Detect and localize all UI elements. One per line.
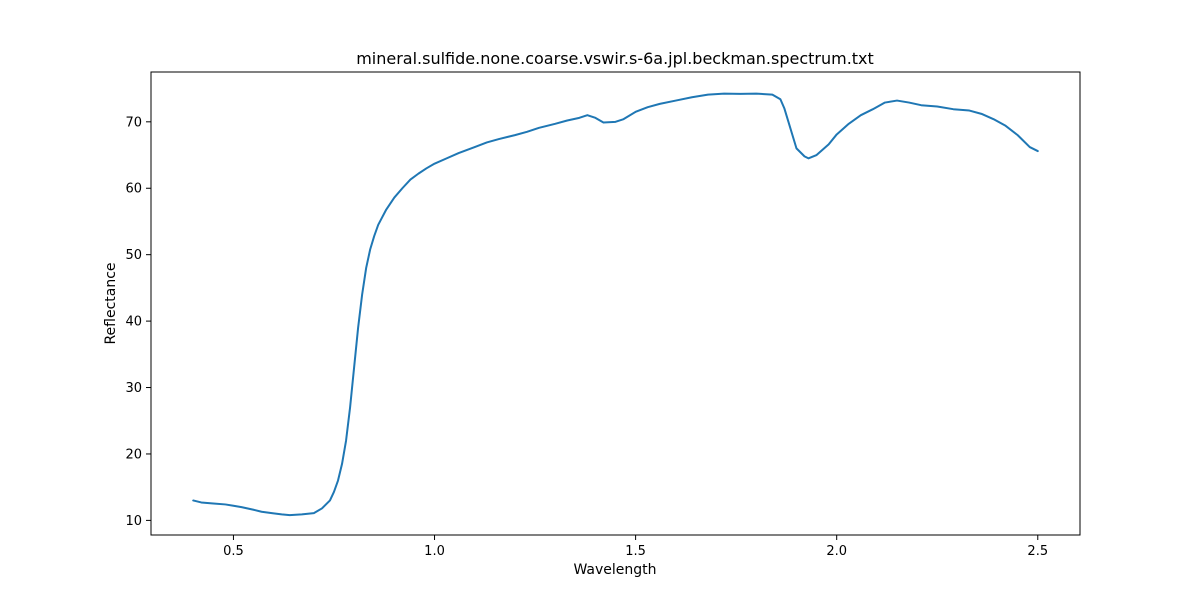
x-axis-label: Wavelength	[573, 562, 656, 578]
x-tick-label: 2.5	[1027, 544, 1048, 559]
y-tick-label: 70	[125, 115, 142, 130]
y-tick-label: 50	[125, 248, 142, 263]
y-tick-label: 30	[125, 381, 142, 396]
x-tick-label: 0.5	[223, 544, 244, 559]
plot-series-group	[192, 92, 1039, 517]
series-line	[192, 92, 1039, 517]
x-tick-label: 2.0	[826, 544, 847, 559]
x-tick-label: 1.0	[424, 544, 445, 559]
y-tick-label: 40	[125, 315, 142, 330]
y-axis-label: Reflectance	[103, 262, 119, 344]
chart-title: mineral.sulfide.none.coarse.vswir.s-6a.j…	[356, 49, 874, 68]
y-tick-label: 20	[125, 447, 142, 462]
x-tick-label: 1.5	[625, 544, 646, 559]
y-axis-ticks: 10 20 30 40 50 60 70	[125, 115, 151, 529]
y-tick-label: 60	[125, 182, 142, 197]
y-tick-label: 10	[125, 514, 142, 529]
plot-area-frame	[150, 71, 1081, 536]
x-axis-ticks: 0.5 1.0 1.5 2.0 2.5	[223, 535, 1048, 559]
